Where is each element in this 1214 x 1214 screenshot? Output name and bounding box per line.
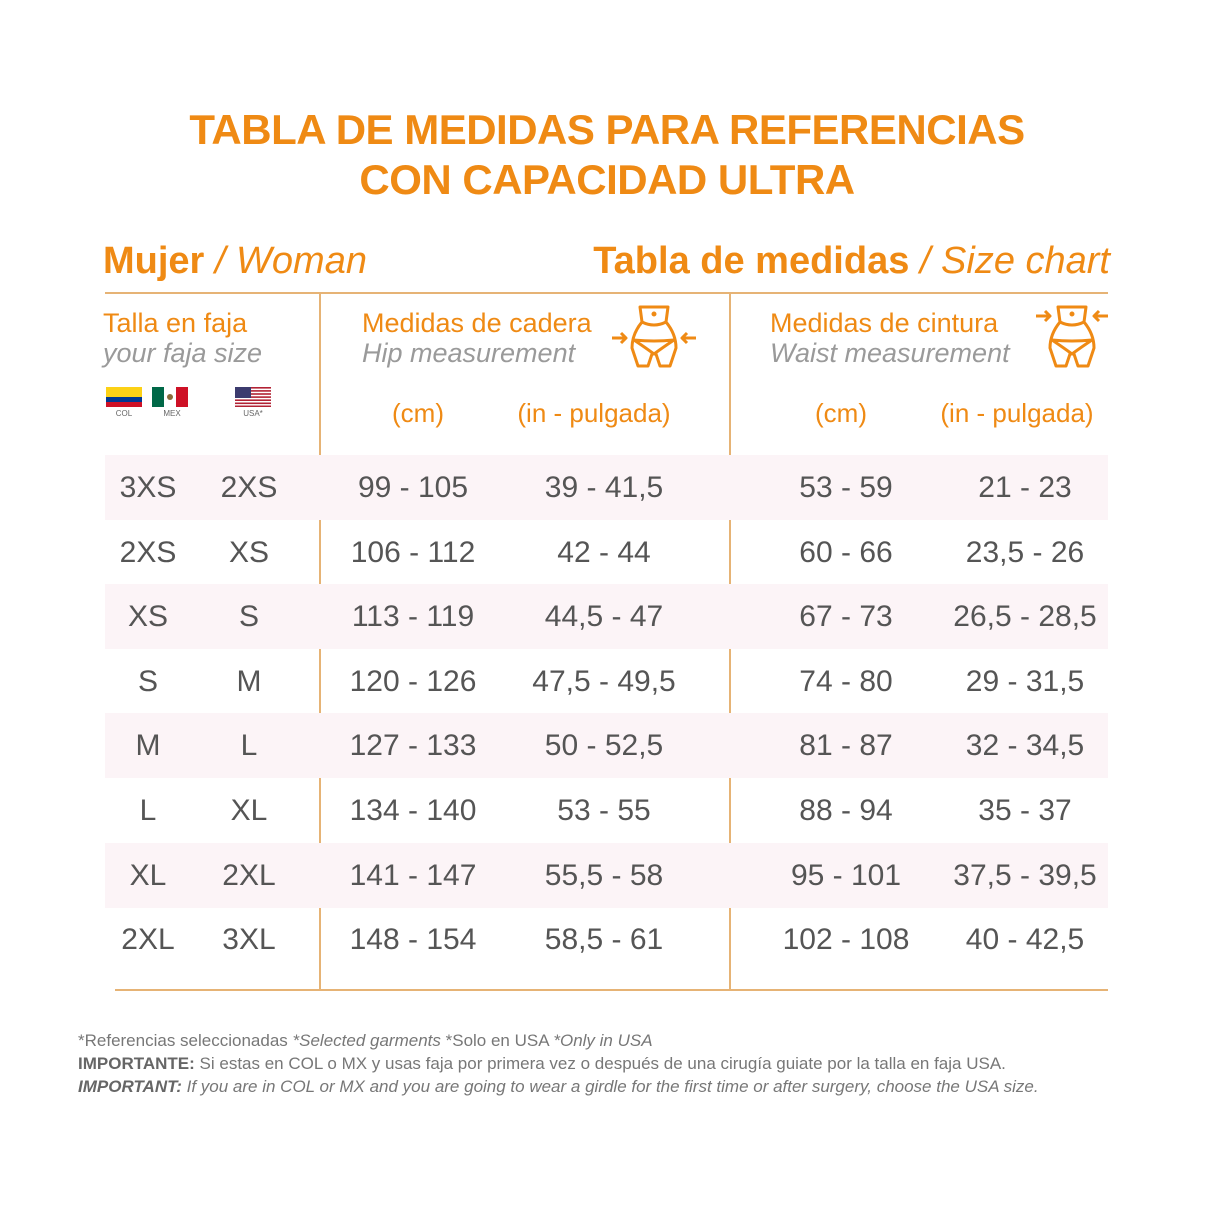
table-row: S M 120 - 126 47,5 - 49,5 74 - 80 29 - 31,5 <box>105 649 1108 714</box>
cell-col-mex: 3XS <box>119 471 177 504</box>
cell-hip-in: 53 - 55 <box>557 794 651 827</box>
cell-waist-cm: 81 - 87 <box>799 729 893 763</box>
footer-line-2: IMPORTANTE: Si estas en COL o MX y usas … <box>78 1054 1006 1074</box>
section-size-chart: Tabla de medidas / Size chart <box>593 240 1110 283</box>
cell-waist-in: 21 - 23 <box>978 471 1072 504</box>
colombia-flag-icon <box>106 387 142 407</box>
mexico-flag-icon <box>152 387 188 407</box>
footer-refs-en: *Selected garments <box>292 1031 441 1050</box>
size-header-es: Talla en faja <box>103 308 248 338</box>
footer-important-label-es: IMPORTANTE: <box>78 1054 195 1073</box>
waist-unit-in: (in - pulgada) <box>940 398 1094 428</box>
cell-hip-cm: 99 - 105 <box>357 471 469 504</box>
cell-hip-in: 39 - 41,5 <box>544 471 664 504</box>
cell-hip-in: 58,5 - 61 <box>544 923 664 957</box>
footer-important-text-es: Si estas en COL o MX y usas faja por pri… <box>194 1054 1006 1073</box>
section-woman-es: Mujer <box>103 240 205 282</box>
cell-hip-in: 50 - 52,5 <box>544 729 664 763</box>
cell-hip-in: 47,5 - 49,5 <box>532 664 676 698</box>
sep: / <box>204 240 237 282</box>
cell-waist-cm: 74 - 80 <box>799 664 893 698</box>
table-row: 3XS 2XS 99 - 105 39 - 41,5 53 - 59 21 - 23 <box>105 455 1108 520</box>
footer-important-label-en: IMPORTANT: <box>78 1077 182 1096</box>
hip-unit-cm: (cm) <box>392 398 444 428</box>
section-woman: Mujer / Woman <box>103 240 367 283</box>
usa-flag-icon <box>235 387 271 407</box>
bottom-divider <box>115 989 1108 991</box>
cell-hip-cm: 148 - 154 <box>349 923 477 957</box>
cell-waist-in: 23,5 - 26 <box>965 535 1085 569</box>
cell-waist-cm: 67 - 73 <box>799 600 893 634</box>
hip-body-icon <box>612 305 696 368</box>
footer-usa-es: *Solo en USA <box>440 1031 554 1050</box>
section-woman-en: Woman <box>236 240 367 282</box>
flag-label-usa: USA* <box>243 409 263 418</box>
table-row: XL 2XL 141 - 147 55,5 - 58 95 - 101 37,5 - 39… <box>105 842 1108 908</box>
cell-hip-cm: 134 - 140 <box>349 794 477 827</box>
cell-col-mex: 2XL <box>121 923 175 957</box>
cell-waist-in: 29 - 31,5 <box>965 664 1085 698</box>
flag-label-mex: MEX <box>163 409 181 418</box>
table-row: XS S 113 - 119 44,5 - 47 67 - 73 26,5 - 28,5 <box>105 584 1108 650</box>
cell-hip-cm: 120 - 126 <box>349 664 477 698</box>
cell-waist-cm: 53 - 59 <box>799 471 893 504</box>
table-row: L XL 134 - 140 53 - 55 88 - 94 35 - 37 <box>105 778 1108 843</box>
cell-hip-cm: 113 - 119 <box>351 600 475 634</box>
waist-unit-cm: (cm) <box>815 398 867 428</box>
cell-waist-in: 32 - 34,5 <box>965 729 1085 763</box>
footer-refs-es: *Referencias seleccionadas <box>78 1031 293 1050</box>
cell-waist-in: 37,5 - 39,5 <box>953 858 1097 892</box>
waist-header-es: Medidas de cintura <box>770 308 999 338</box>
cell-usa: S <box>238 600 260 634</box>
section-size-chart-en: Size chart <box>941 240 1110 282</box>
cell-usa: L <box>240 729 258 763</box>
size-header-en: your faja size <box>103 338 263 368</box>
footer-line-3: IMPORTANT: If you are in COL or MX and y… <box>78 1077 1039 1097</box>
hip-unit-in: (in - pulgada) <box>517 398 671 428</box>
top-divider <box>105 292 1108 294</box>
cell-usa: 3XL <box>222 923 276 957</box>
cell-col-mex: M <box>135 729 161 763</box>
cell-hip-cm: 141 - 147 <box>349 858 477 892</box>
footer-line-1: *Referencias seleccionadas *Selected gar… <box>78 1031 653 1051</box>
section-size-chart-es: Tabla de medidas <box>593 240 910 282</box>
cell-usa: 2XL <box>222 858 276 892</box>
cell-col-mex: L <box>139 794 157 827</box>
cell-waist-in: 40 - 42,5 <box>965 923 1085 957</box>
cell-waist-cm: 60 - 66 <box>799 535 893 569</box>
table-row: 2XS XS 106 - 112 42 - 44 60 - 66 23,5 - 26 <box>105 520 1108 585</box>
cell-waist-in: 35 - 37 <box>978 794 1072 827</box>
footer-usa-en: *Only in USA <box>553 1031 653 1050</box>
cell-hip-in: 44,5 - 47 <box>544 600 664 634</box>
cell-col-mex: XS <box>127 600 169 634</box>
cell-hip-cm: 127 - 133 <box>349 729 477 763</box>
cell-hip-in: 55,5 - 58 <box>544 858 664 892</box>
sep: / <box>909 240 942 282</box>
table-row: M L 127 - 133 50 - 52,5 81 - 87 32 - 34,5 <box>105 713 1108 779</box>
title-line-1: TABLA DE MEDIDAS PARA REFERENCIAS <box>189 106 1025 153</box>
cell-usa: XL <box>230 794 268 827</box>
cell-waist-in: 26,5 - 28,5 <box>953 600 1097 634</box>
cell-waist-cm: 95 - 101 <box>790 858 902 892</box>
waist-body-icon <box>1036 305 1108 368</box>
cell-usa: M <box>236 664 262 698</box>
table-row: 2XL 3XL 148 - 154 58,5 - 61 102 - 108 40 - 42… <box>105 907 1108 972</box>
hip-header-es: Medidas de cadera <box>362 308 592 338</box>
cell-col-mex: S <box>137 664 159 698</box>
hip-header-en: Hip measurement <box>362 338 576 368</box>
footer-important-text-en: If you are in COL or MX and you are goin… <box>181 1077 1039 1096</box>
cell-usa: XS <box>228 535 270 569</box>
flag-label-col: COL <box>115 409 133 418</box>
cell-usa: 2XS <box>220 471 278 504</box>
cell-hip-in: 42 - 44 <box>557 535 651 569</box>
cell-waist-cm: 88 - 94 <box>799 794 893 827</box>
cell-waist-cm: 102 - 108 <box>782 923 910 957</box>
cell-col-mex: XL <box>129 858 167 892</box>
title-line-2: CON CAPACIDAD ULTRA <box>359 156 855 203</box>
waist-header-en: Waist measurement <box>770 338 1010 368</box>
cell-hip-cm: 106 - 112 <box>350 535 476 569</box>
cell-col-mex: 2XS <box>119 535 177 569</box>
